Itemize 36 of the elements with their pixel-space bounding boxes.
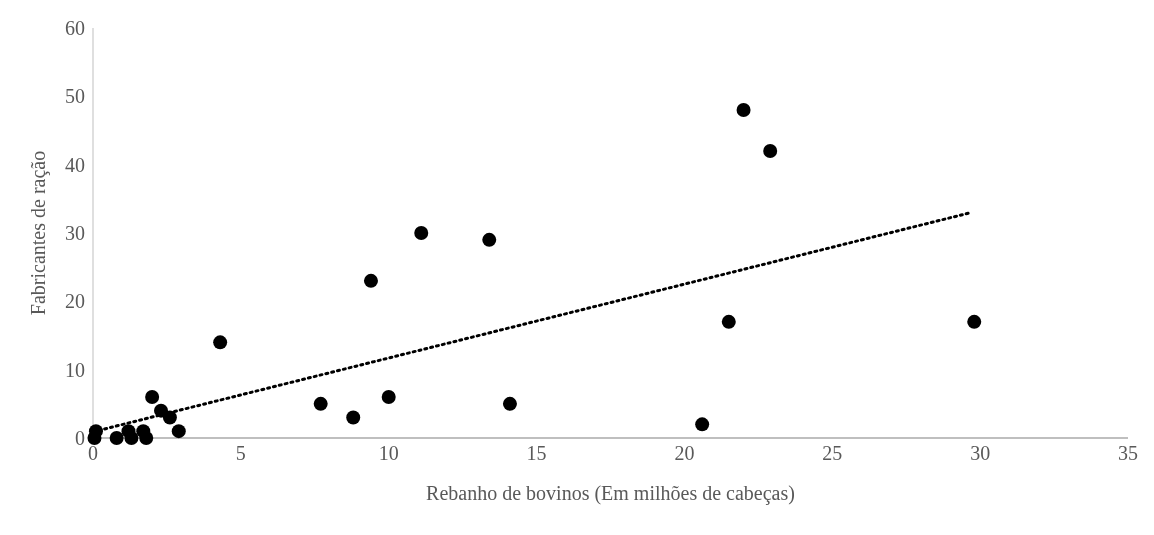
y-tick-label: 30 — [65, 222, 85, 245]
point — [967, 314, 982, 329]
y-tick-label: 20 — [65, 290, 85, 313]
x-tick-label: 5 — [235, 442, 246, 465]
y-tick-label: 40 — [65, 153, 85, 176]
point — [171, 424, 186, 439]
point — [502, 396, 517, 411]
y-tick-label: 0 — [75, 427, 85, 450]
y-tick-label: 10 — [65, 358, 85, 381]
y-tick-label: 60 — [65, 17, 85, 40]
point — [109, 431, 124, 445]
x-tick-label: 30 — [970, 442, 991, 465]
point — [414, 226, 429, 240]
x-tick-label: 15 — [526, 442, 547, 465]
point — [313, 396, 328, 411]
point — [87, 431, 102, 445]
point — [346, 410, 361, 425]
x-tick-label: 35 — [1118, 442, 1138, 465]
point — [695, 417, 710, 432]
x-tick-label: 20 — [674, 442, 695, 465]
x-axis-title: Rebanho de bovinos (Em milhões de cabeças) — [426, 482, 795, 505]
y-tick-label: 50 — [65, 85, 85, 108]
point — [736, 103, 751, 117]
x-tick-label: 10 — [378, 442, 399, 465]
point — [145, 390, 160, 404]
point — [124, 431, 139, 445]
point — [763, 144, 778, 158]
point — [363, 273, 378, 288]
point — [139, 431, 154, 445]
point — [482, 232, 497, 247]
point — [381, 390, 396, 404]
y-axis-title: Fabricantes de ração — [27, 150, 51, 316]
point — [721, 314, 736, 329]
x-tick-label: 25 — [822, 442, 843, 465]
point — [162, 410, 177, 425]
point — [213, 335, 228, 350]
